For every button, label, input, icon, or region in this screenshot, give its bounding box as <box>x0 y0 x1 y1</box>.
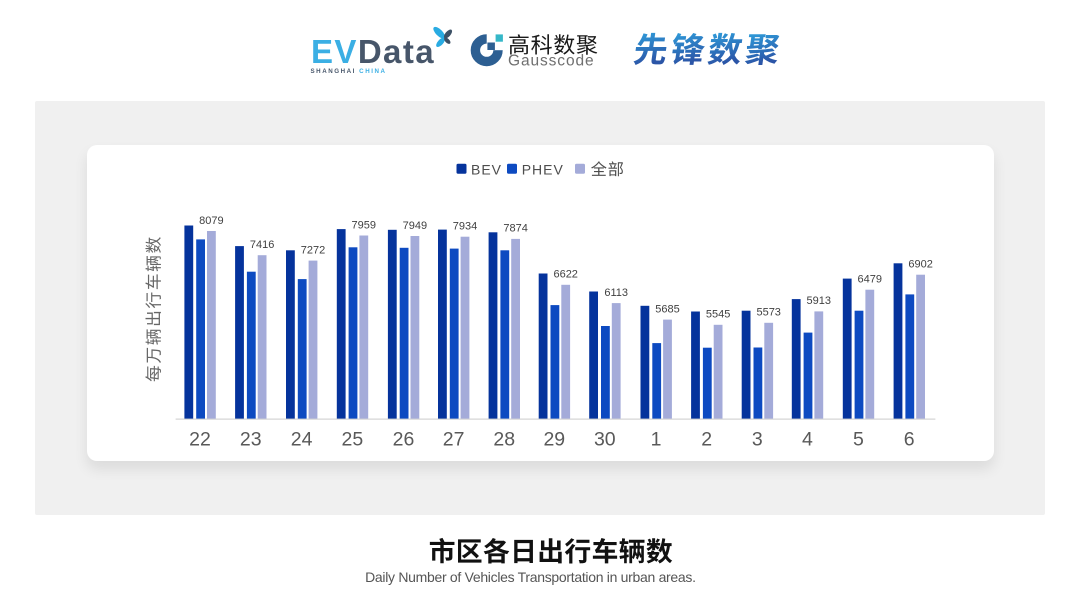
svg-text:4: 4 <box>802 429 813 451</box>
svg-text:7874: 7874 <box>503 223 527 235</box>
svg-text:8079: 8079 <box>199 215 223 227</box>
svg-text:5545: 5545 <box>706 309 730 321</box>
svg-text:29: 29 <box>543 429 565 451</box>
svg-text:SHANGHAI CHINA: SHANGHAI CHINA <box>311 68 387 75</box>
svg-text:25: 25 <box>342 429 364 451</box>
svg-text:PHEV: PHEV <box>522 162 564 178</box>
svg-text:5685: 5685 <box>655 303 679 315</box>
svg-text:BEV: BEV <box>471 162 502 178</box>
svg-text:28: 28 <box>493 429 515 451</box>
svg-text:3: 3 <box>752 429 763 451</box>
svg-text:Daily Number of Vehicles Trans: Daily Number of Vehicles Transportation … <box>365 569 696 585</box>
svg-text:5913: 5913 <box>807 295 831 307</box>
svg-text:EVData: EVData <box>311 33 435 70</box>
svg-text:2: 2 <box>701 429 712 451</box>
svg-text:1: 1 <box>651 429 662 451</box>
svg-text:Gausscode: Gausscode <box>508 53 595 70</box>
svg-text:5: 5 <box>853 429 864 451</box>
svg-text:26: 26 <box>393 429 415 451</box>
svg-text:23: 23 <box>240 429 262 451</box>
svg-text:6: 6 <box>904 429 915 451</box>
svg-text:22: 22 <box>189 429 211 451</box>
svg-text:5573: 5573 <box>756 307 780 319</box>
svg-text:27: 27 <box>443 429 465 451</box>
svg-text:7272: 7272 <box>301 244 325 256</box>
svg-text:6622: 6622 <box>553 269 577 281</box>
svg-text:30: 30 <box>594 429 616 451</box>
svg-text:7934: 7934 <box>453 221 477 233</box>
svg-text:24: 24 <box>291 429 313 451</box>
svg-text:6113: 6113 <box>604 287 628 299</box>
svg-text:6479: 6479 <box>858 274 882 286</box>
svg-text:7416: 7416 <box>250 239 274 251</box>
svg-text:7959: 7959 <box>352 219 376 231</box>
svg-text:7949: 7949 <box>403 220 427 232</box>
svg-text:6902: 6902 <box>908 259 932 271</box>
